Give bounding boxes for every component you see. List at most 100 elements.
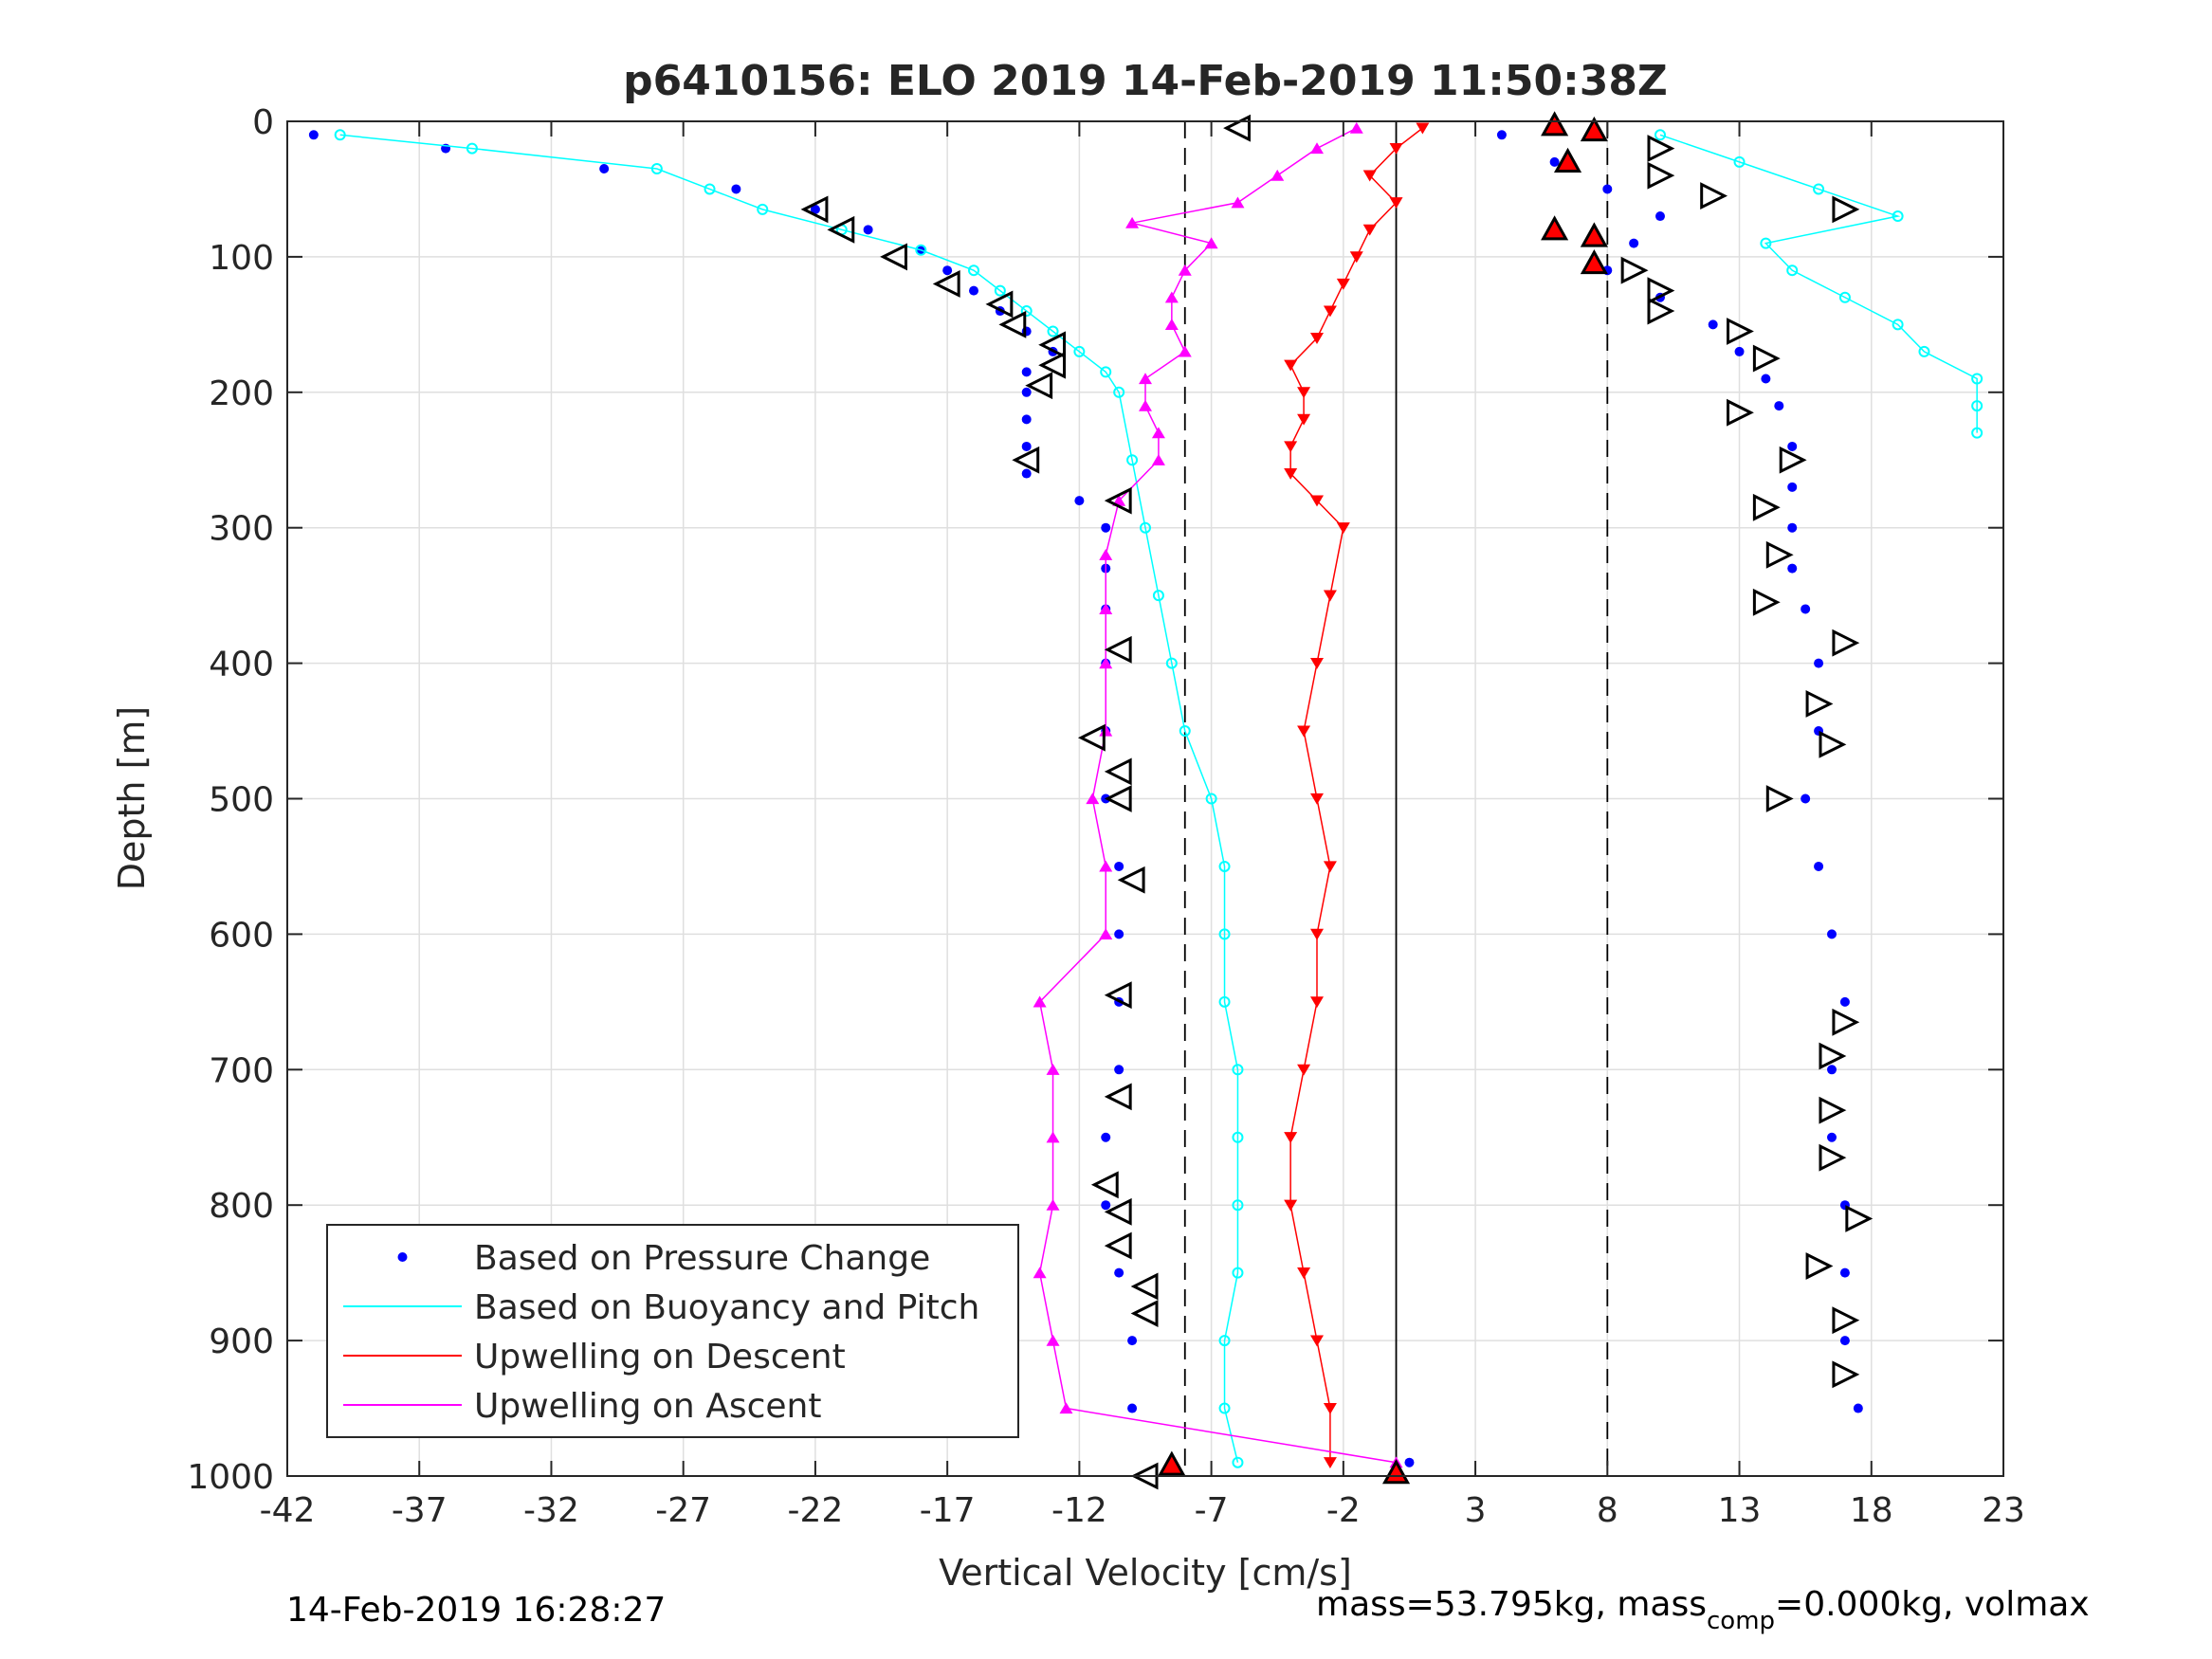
data-point bbox=[1021, 468, 1032, 479]
data-point bbox=[1232, 1199, 1244, 1212]
data-point bbox=[1165, 657, 1178, 669]
data-point bbox=[1971, 400, 1983, 412]
data-point bbox=[1139, 399, 1152, 411]
red-triangle-marker bbox=[1158, 1450, 1186, 1476]
x-tick-label: -27 bbox=[655, 1491, 711, 1530]
data-point bbox=[1179, 725, 1191, 738]
open-triangle-marker bbox=[1832, 629, 1860, 657]
data-point bbox=[1734, 346, 1745, 356]
open-triangle-marker bbox=[1104, 785, 1132, 812]
data-point bbox=[1336, 278, 1350, 290]
open-triangle-marker bbox=[1130, 1300, 1159, 1327]
data-point bbox=[1139, 373, 1152, 385]
y-tick-label: 100 bbox=[209, 239, 274, 278]
data-point bbox=[1297, 387, 1311, 399]
data-point bbox=[1127, 1403, 1138, 1413]
data-point bbox=[1020, 305, 1033, 318]
data-point bbox=[1074, 496, 1085, 506]
data-point bbox=[1033, 1267, 1047, 1279]
data-point bbox=[1114, 861, 1124, 871]
data-point bbox=[1114, 1065, 1124, 1075]
series-line bbox=[1038, 127, 1397, 1464]
data-point bbox=[1114, 1267, 1124, 1278]
y-tick-label: 900 bbox=[209, 1322, 274, 1361]
data-point bbox=[1918, 345, 1930, 357]
x-tick-label: -17 bbox=[920, 1491, 976, 1530]
footer-mass-info: mass=53.795kg, masscomp=0.000kg, volmax bbox=[1316, 1585, 2090, 1635]
y-tick-label: 200 bbox=[209, 374, 274, 413]
x-tick-label: -32 bbox=[523, 1491, 579, 1530]
x-tick-label: -22 bbox=[788, 1491, 844, 1530]
data-point bbox=[1114, 929, 1124, 939]
x-tick-label: 23 bbox=[1982, 1491, 2025, 1530]
data-point bbox=[1297, 1267, 1311, 1279]
red-triangle-marker bbox=[1553, 147, 1582, 173]
data-point bbox=[1100, 366, 1112, 378]
data-point bbox=[1323, 305, 1337, 318]
data-point bbox=[1218, 1402, 1231, 1414]
legend: Based on Pressure Change Based on Buoyanc… bbox=[326, 1224, 1019, 1438]
series-2 bbox=[1284, 122, 1430, 1469]
data-point bbox=[1892, 210, 1904, 223]
x-tick-label: -42 bbox=[260, 1491, 316, 1530]
data-point bbox=[1021, 414, 1032, 425]
x-tick-label: -7 bbox=[1195, 1491, 1229, 1530]
data-point bbox=[1151, 427, 1165, 439]
data-point bbox=[1827, 1065, 1837, 1075]
open-triangle-marker bbox=[1223, 114, 1251, 142]
data-point bbox=[650, 163, 663, 175]
data-point bbox=[1232, 1456, 1244, 1468]
data-point bbox=[1971, 373, 1983, 385]
data-point bbox=[1310, 333, 1324, 344]
data-point bbox=[968, 264, 979, 277]
open-triangle-marker bbox=[1805, 1252, 1834, 1280]
data-point bbox=[1284, 1199, 1298, 1212]
data-point bbox=[1099, 928, 1113, 939]
data-point bbox=[1827, 929, 1837, 939]
data-point bbox=[1787, 522, 1798, 533]
data-point bbox=[1284, 467, 1298, 480]
ticks: -42 -37 -32 -27 -22 -17 -12 -7 -2 3 8 13 18 23 0 100 200… bbox=[187, 103, 2025, 1530]
data-point bbox=[1602, 184, 1613, 194]
open-triangle-marker bbox=[880, 243, 907, 271]
y-tick-label: 1000 bbox=[187, 1458, 274, 1497]
data-point bbox=[1099, 548, 1113, 560]
open-triangle-marker bbox=[1752, 588, 1781, 616]
data-point bbox=[1813, 183, 1825, 195]
footer-mass-suffix: =0.000kg, volmax bbox=[1775, 1585, 2090, 1624]
data-point bbox=[1814, 861, 1824, 871]
data-point bbox=[1389, 197, 1403, 210]
data-point bbox=[1218, 995, 1231, 1008]
data-point bbox=[1099, 603, 1113, 615]
data-point bbox=[1389, 142, 1403, 155]
data-point bbox=[1113, 386, 1125, 398]
data-point bbox=[1708, 319, 1718, 330]
open-triangle-marker bbox=[1819, 1042, 1847, 1070]
open-triangle-marker bbox=[1819, 1096, 1847, 1124]
x-tick-label: 18 bbox=[1850, 1491, 1893, 1530]
legend-label: Based on Buoyancy and Pitch bbox=[474, 1288, 979, 1327]
open-triangle-marker bbox=[1012, 446, 1040, 474]
open-triangle-marker bbox=[1647, 297, 1675, 325]
open-triangle-marker bbox=[1700, 182, 1728, 210]
open-triangle-marker bbox=[1620, 256, 1649, 284]
data-point bbox=[1101, 1200, 1111, 1211]
data-point bbox=[1218, 860, 1231, 872]
data-point bbox=[1801, 604, 1811, 614]
data-point bbox=[1232, 1131, 1244, 1143]
chart-title: p6410156: ELO 2019 14-Feb-2019 11:50:38Z bbox=[623, 57, 1668, 105]
red-triangle-marker bbox=[1541, 215, 1569, 241]
series-1 bbox=[334, 129, 1983, 1468]
data-point bbox=[1284, 359, 1298, 372]
open-triangle-marker bbox=[1752, 344, 1781, 373]
open-triangle-marker bbox=[1845, 1205, 1874, 1232]
open-triangle-marker bbox=[1765, 785, 1794, 812]
y-tick-label: 700 bbox=[209, 1051, 274, 1090]
data-point bbox=[915, 244, 927, 256]
open-triangle-marker bbox=[1038, 351, 1067, 379]
data-point bbox=[1178, 345, 1192, 357]
data-point bbox=[1271, 169, 1285, 181]
data-point bbox=[1297, 413, 1311, 426]
data-point bbox=[1164, 291, 1179, 303]
x-tick-label: -37 bbox=[392, 1491, 448, 1530]
